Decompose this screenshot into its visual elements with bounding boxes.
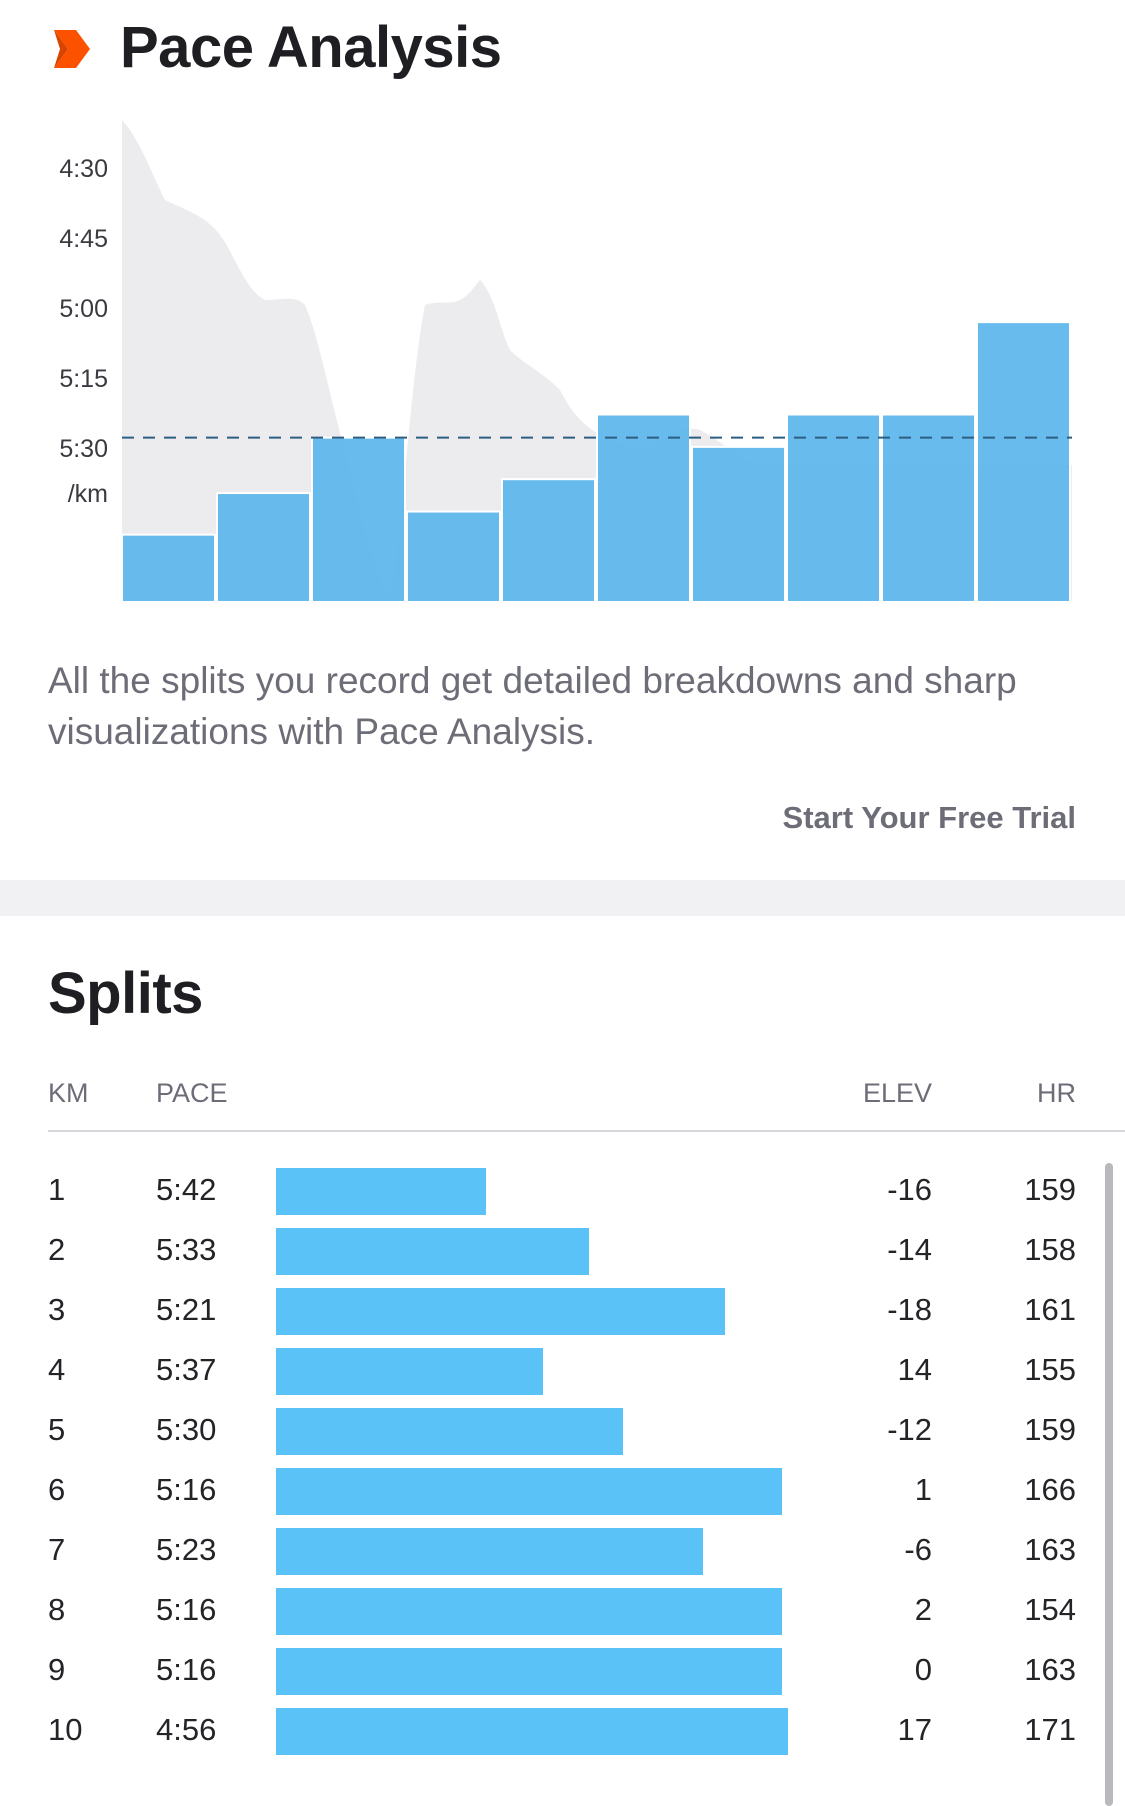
column-header-hr: HR [1037,1078,1076,1108]
split-elev: -12 [887,1412,932,1447]
split-elev: -18 [887,1292,932,1327]
table-row: 9 5:16 0 163 [0,1642,1125,1702]
split-pace-bar [276,1708,788,1755]
chevron-right-icon [50,28,92,75]
table-row: 6 5:16 1 166 [0,1462,1125,1522]
header-divider [48,1130,1125,1132]
split-hr: 161 [1024,1292,1076,1327]
y-tick-label: 5:30 [59,435,108,463]
table-row: 1 5:42 -16 159 [0,1162,1125,1222]
split-elev: 1 [914,1472,932,1507]
split-hr: 154 [1024,1592,1076,1627]
table-row: 10 4:56 17 171 [0,1702,1125,1762]
split-pace: 5:23 [156,1532,217,1567]
split-hr: 159 [1024,1412,1076,1447]
pace-bar-km-10 [976,321,1071,603]
y-tick-label: 5:00 [59,295,108,323]
table-row: 8 5:16 2 154 [0,1582,1125,1642]
split-hr: 166 [1024,1472,1076,1507]
pace-bar-km-9 [881,413,976,603]
split-pace-bar [276,1288,726,1335]
y-tick-label: /km [68,480,108,508]
split-hr: 171 [1024,1712,1076,1747]
pace-bar-km-7 [691,445,786,603]
split-km: 9 [48,1652,66,1687]
table-row: 5 5:30 -12 159 [0,1402,1125,1462]
split-hr: 155 [1024,1352,1076,1387]
column-header-elev: ELEV [862,1078,932,1108]
table-row: 2 5:33 -14 158 [0,1222,1125,1282]
split-km: 6 [48,1472,66,1507]
split-pace-bar [276,1528,703,1575]
split-pace-bar [276,1348,543,1395]
split-pace-bar [276,1408,623,1455]
y-tick-label: 4:30 [59,155,108,183]
split-pace: 5:16 [156,1472,217,1507]
split-elev: -16 [887,1172,932,1207]
pace-bar-km-8 [786,413,881,603]
split-km: 8 [48,1592,66,1627]
split-pace-bar [276,1588,783,1635]
split-elev: 2 [914,1592,932,1627]
split-km: 1 [48,1172,66,1207]
split-pace: 4:56 [156,1712,217,1747]
splits-title: Splits [48,961,203,1026]
split-elev: 14 [897,1352,932,1387]
split-elev: -14 [887,1232,932,1267]
table-row: 4 5:37 14 155 [0,1342,1125,1402]
pace-bar-km-4 [406,510,501,604]
split-pace: 5:16 [156,1652,217,1687]
split-pace: 5:37 [156,1352,217,1387]
split-elev: -6 [904,1532,932,1567]
page-title: Pace Analysis [120,15,502,80]
split-km: 10 [48,1712,83,1747]
split-hr: 163 [1024,1652,1076,1687]
split-km: 3 [48,1292,66,1327]
split-elev: 0 [914,1652,932,1687]
split-km: 5 [48,1412,66,1447]
split-elev: 17 [897,1712,932,1747]
table-row: 3 5:21 -18 161 [0,1282,1125,1342]
split-pace-bar [276,1168,486,1215]
y-tick-label: 5:15 [59,365,108,393]
pace-chart: 4:30 4:45 5:00 5:15 5:30/km [59,120,1072,604]
split-pace: 5:16 [156,1592,217,1627]
section-divider [0,880,1125,916]
split-pace: 5:30 [156,1412,217,1447]
table-row: 7 5:23 -6 163 [0,1522,1125,1582]
split-hr: 163 [1024,1532,1076,1567]
pace-bar-km-3 [311,436,406,603]
column-header-pace: PACE [156,1078,228,1108]
split-pace: 5:33 [156,1232,217,1267]
split-km: 4 [48,1352,66,1387]
pace-analysis-description: All the splits you record get detailed b… [48,660,1017,752]
split-pace-bar [276,1468,783,1515]
split-km: 7 [48,1532,66,1567]
split-pace: 5:21 [156,1292,217,1327]
pace-bar-km-2 [216,492,311,603]
y-tick-label: 4:45 [59,225,108,253]
split-pace-bar [276,1228,589,1275]
split-hr: 158 [1024,1232,1076,1267]
split-pace: 5:42 [156,1172,217,1207]
column-header-km: KM [48,1078,89,1108]
start-free-trial-link[interactable]: Start Your Free Trial [782,800,1076,835]
split-hr: 159 [1024,1172,1076,1207]
split-pace-bar [276,1648,783,1695]
split-km: 2 [48,1232,66,1267]
pace-bar-km-5 [501,478,596,604]
scrollbar[interactable] [1105,1163,1113,1806]
pace-bar-km-6 [596,413,691,603]
pace-bar-km-1 [121,533,216,604]
